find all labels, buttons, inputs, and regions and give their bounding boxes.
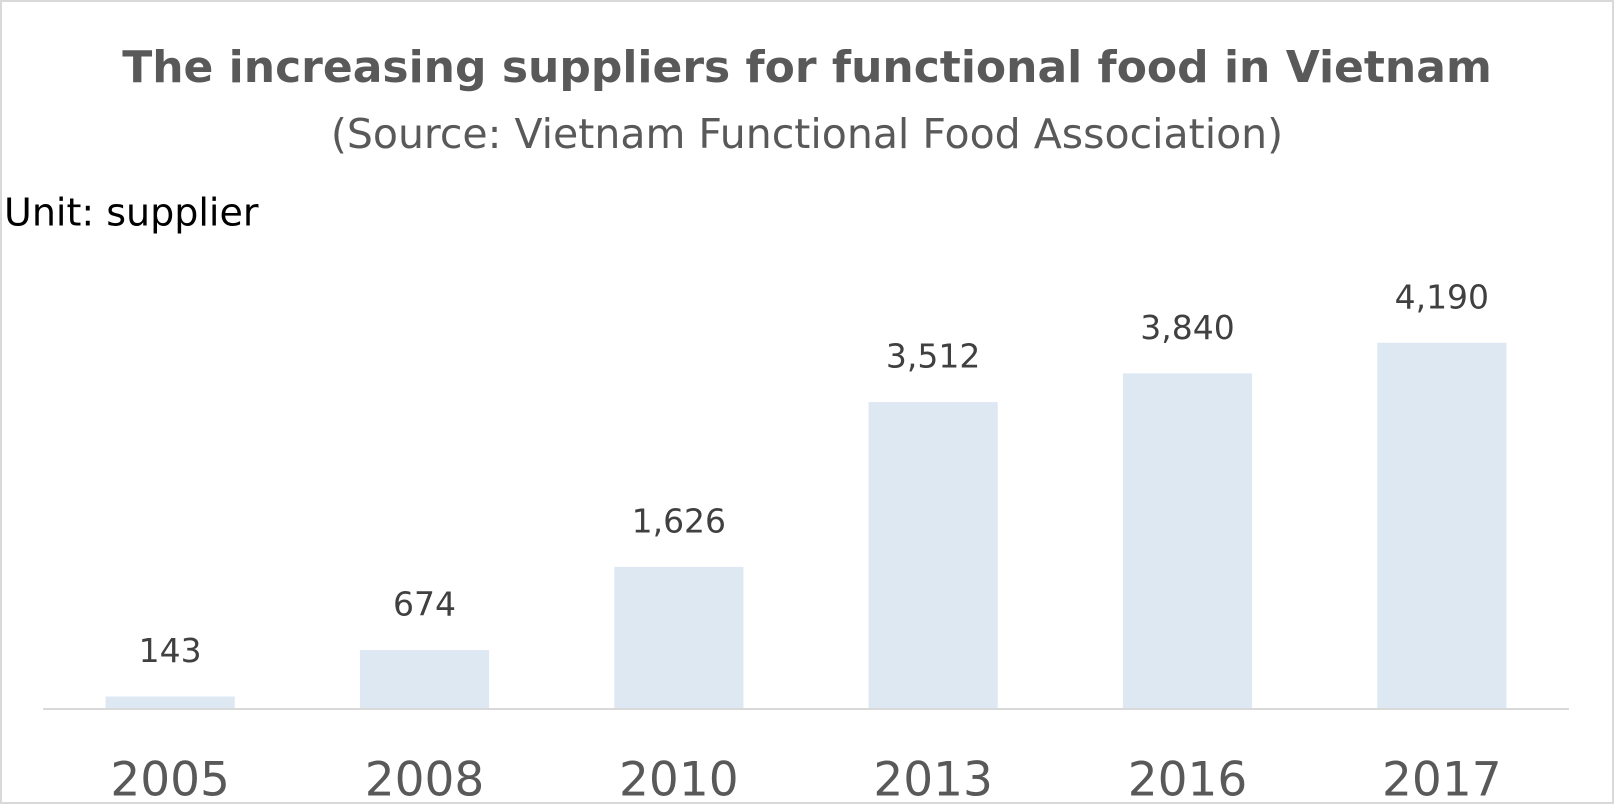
data-label: 4,190 bbox=[1395, 277, 1489, 316]
bar bbox=[359, 650, 490, 709]
data-label: 674 bbox=[393, 585, 456, 624]
bar bbox=[105, 696, 235, 709]
data-label: 143 bbox=[139, 631, 202, 670]
x-tick-label: 2013 bbox=[873, 753, 993, 804]
x-tick-label: 2010 bbox=[619, 753, 739, 804]
unit-label: Unit: supplier bbox=[4, 191, 259, 235]
x-tick-label: 2017 bbox=[1382, 753, 1502, 804]
bar bbox=[1122, 373, 1253, 709]
data-label: 1,626 bbox=[632, 501, 726, 540]
x-tick-label: 2016 bbox=[1128, 753, 1248, 804]
chart-title: The increasing suppliers for functional … bbox=[122, 42, 1492, 93]
bar bbox=[868, 402, 998, 709]
bar bbox=[1377, 342, 1507, 709]
bar bbox=[614, 566, 744, 709]
chart-subtitle: (Source: Vietnam Functional Food Associa… bbox=[331, 110, 1283, 158]
data-label: 3,840 bbox=[1140, 308, 1234, 347]
x-tick-label: 2005 bbox=[110, 753, 230, 804]
data-label: 3,512 bbox=[886, 337, 980, 376]
x-tick-label: 2008 bbox=[365, 753, 485, 804]
